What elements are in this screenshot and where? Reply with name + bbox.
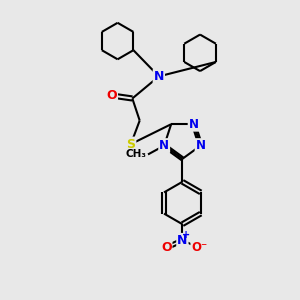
Text: O⁻: O⁻ xyxy=(191,241,208,254)
Text: N: N xyxy=(159,139,169,152)
Text: O: O xyxy=(106,89,117,102)
Text: S: S xyxy=(126,138,135,151)
Text: N: N xyxy=(189,118,199,131)
Text: N: N xyxy=(196,139,206,152)
Text: N: N xyxy=(177,234,188,247)
Text: CH₃: CH₃ xyxy=(125,149,146,159)
Text: N: N xyxy=(154,70,164,83)
Text: +: + xyxy=(182,230,190,240)
Text: O: O xyxy=(161,241,172,254)
